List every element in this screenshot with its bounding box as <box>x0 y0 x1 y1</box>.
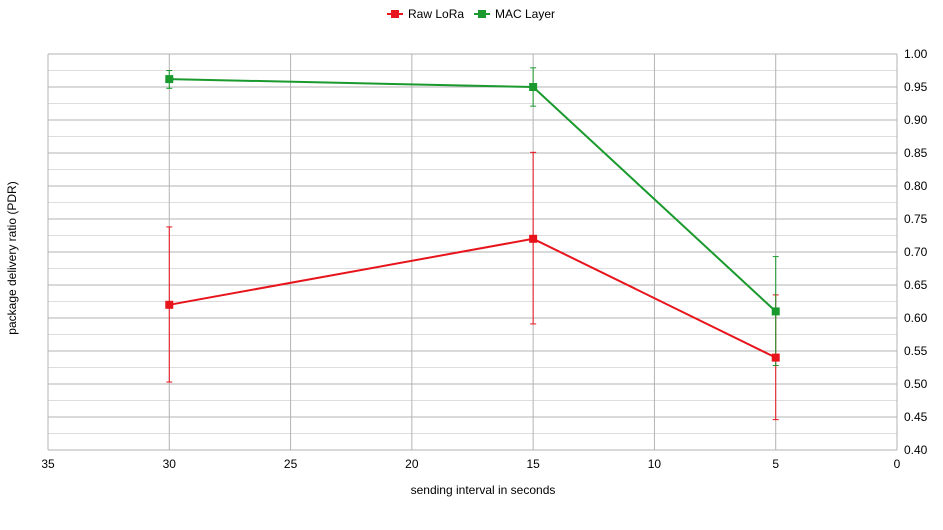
y-tick-label: 0.60 <box>904 311 928 325</box>
x-tick-label: 15 <box>526 457 540 471</box>
legend: Raw LoRa MAC Layer <box>387 7 555 21</box>
x-axis-title: sending interval in seconds <box>411 483 556 497</box>
data-point-mac-layer <box>165 75 174 84</box>
y-tick-label: 1.00 <box>904 47 928 61</box>
data-point-mac-layer <box>771 307 780 316</box>
x-tick-labels: 35 30 25 20 15 10 5 0 <box>41 457 900 471</box>
y-tick-label: 0.50 <box>904 377 928 391</box>
series-line-raw-lora <box>169 237 777 359</box>
y-tick-label: 0.55 <box>904 344 928 358</box>
y-tick-label: 0.65 <box>904 278 928 292</box>
legend-mac-layer-marker <box>478 10 486 18</box>
legend-raw-lora-marker <box>391 10 399 18</box>
data-point-raw-lora <box>771 353 780 362</box>
data-point-mac-layer <box>529 83 538 91</box>
y-tick-label: 0.70 <box>904 245 928 259</box>
x-tick-label: 35 <box>41 457 55 471</box>
data-point-raw-lora <box>165 300 174 309</box>
grid <box>47 53 898 451</box>
y-tick-label: 0.45 <box>904 410 928 424</box>
series-lines <box>169 78 777 359</box>
x-tick-label: 0 <box>894 457 901 471</box>
legend-mac-layer-label: MAC Layer <box>495 7 555 21</box>
x-tick-label: 10 <box>648 457 662 471</box>
y-tick-label: 0.95 <box>904 80 928 94</box>
y-axis-title: package delivery ratio (PDR) <box>5 181 19 334</box>
y-tick-label: 0.80 <box>904 179 928 193</box>
x-tick-label: 20 <box>405 457 419 471</box>
error-bars <box>166 67 779 421</box>
y-tick-labels: 0.40 0.45 0.50 0.55 0.60 0.65 0.70 0.75 0.80 0.85… <box>904 47 928 457</box>
x-tick-label: 25 <box>284 457 298 471</box>
legend-item-raw-lora: Raw LoRa <box>387 7 464 21</box>
y-tick-label: 0.85 <box>904 146 928 160</box>
x-tick-label: 30 <box>163 457 177 471</box>
series-markers <box>165 75 780 362</box>
x-tick-label: 5 <box>772 457 779 471</box>
y-tick-label: 0.75 <box>904 212 928 226</box>
y-tick-label: 0.90 <box>904 113 928 127</box>
series-line-mac-layer <box>169 78 777 313</box>
y-tick-label: 0.40 <box>904 443 928 457</box>
legend-raw-lora-label: Raw LoRa <box>408 7 464 21</box>
legend-item-mac-layer: MAC Layer <box>474 7 555 21</box>
data-point-raw-lora <box>529 234 538 243</box>
